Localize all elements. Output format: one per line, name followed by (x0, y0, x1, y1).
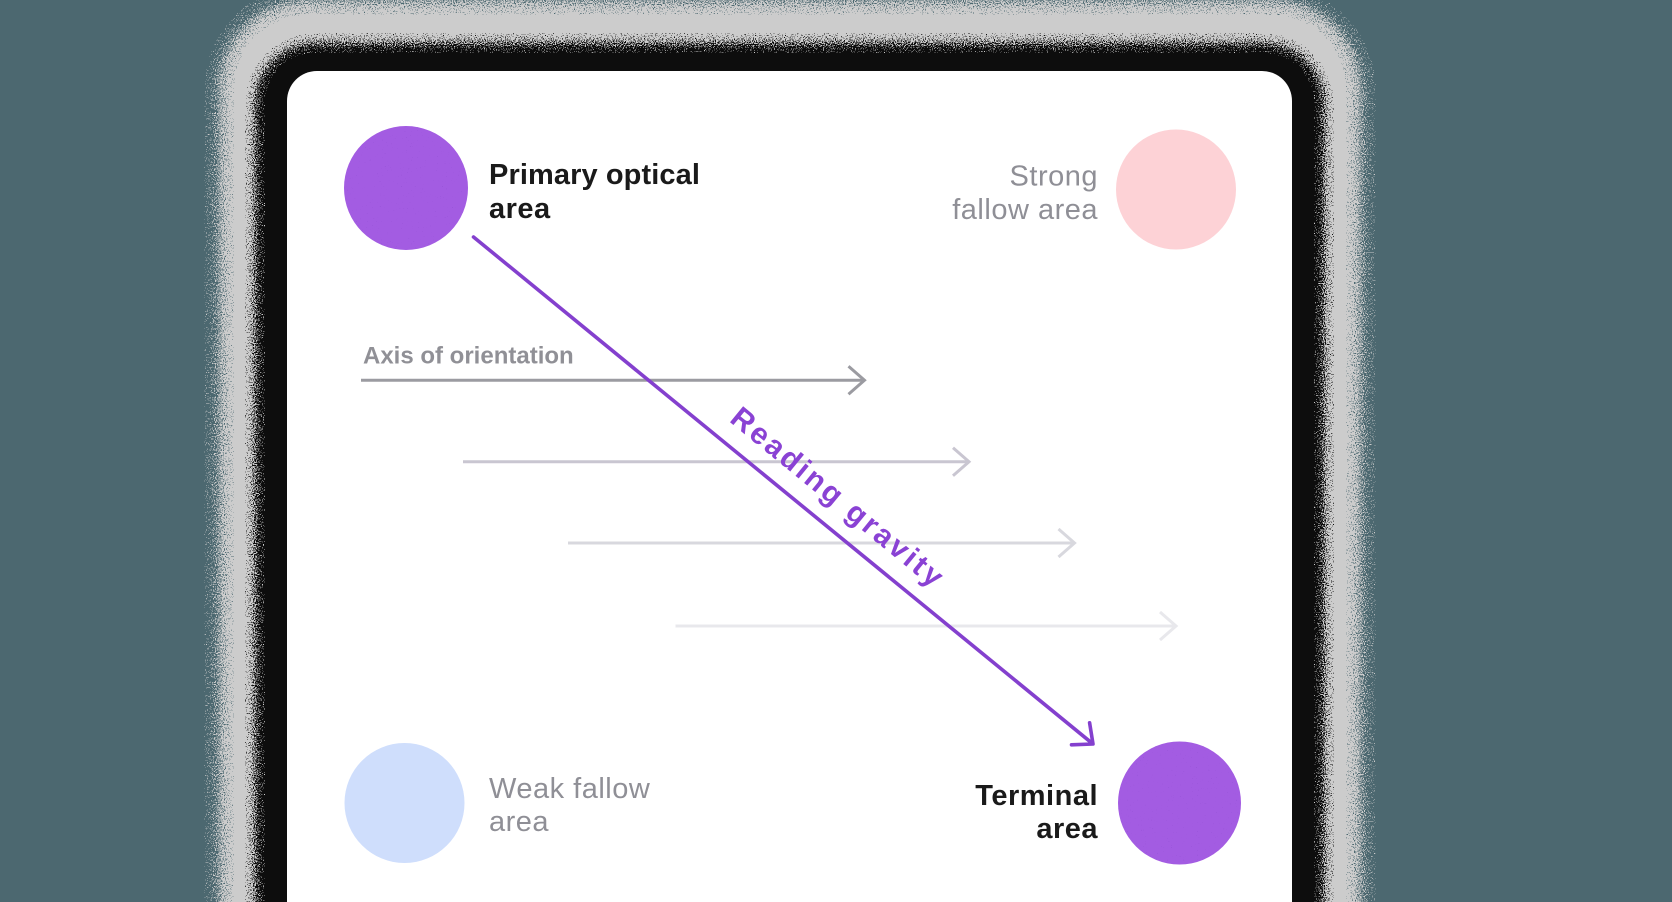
svg-text:area: area (489, 806, 549, 838)
svg-text:Strong: Strong (1010, 161, 1098, 193)
svg-text:area: area (1036, 813, 1098, 845)
svg-text:Terminal: Terminal (975, 780, 1098, 812)
svg-text:Weak fallow: Weak fallow (489, 773, 651, 805)
svg-text:Primary optical: Primary optical (489, 159, 700, 191)
svg-text:Axis of orientation: Axis of orientation (363, 343, 574, 370)
svg-text:fallow area: fallow area (952, 194, 1098, 226)
svg-text:area: area (489, 193, 551, 225)
